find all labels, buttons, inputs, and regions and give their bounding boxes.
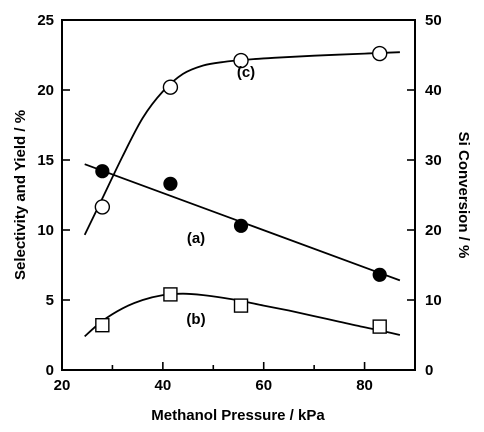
- axis-ticks: [61, 19, 416, 371]
- y-tick-label: 25: [37, 12, 54, 29]
- y2-tick-label: 10: [425, 292, 442, 309]
- x-tick-label: 60: [255, 377, 272, 394]
- point-series-0: [372, 267, 387, 282]
- y-tick-label: 5: [46, 292, 54, 309]
- point-series-2: [372, 45, 388, 62]
- x-tick-label: 20: [54, 377, 71, 394]
- point-series-1: [372, 319, 387, 334]
- y-tick-label: 20: [37, 82, 54, 99]
- point-series-0: [95, 164, 110, 179]
- point-series-2: [162, 79, 179, 95]
- y2-axis-title: Si Conversion / %: [455, 132, 472, 259]
- curve-label-a: (a): [187, 230, 205, 247]
- x-tick-label: 80: [356, 377, 373, 394]
- y2-tick-label: 30: [425, 152, 442, 169]
- data-points: [94, 45, 388, 334]
- curve-label-c: (c): [237, 64, 255, 81]
- y-axis-title: Selectivity and Yield / %: [12, 110, 29, 280]
- x-axis-title: Methanol Pressure / kPa: [151, 407, 325, 424]
- y2-tick-label: 20: [425, 222, 442, 239]
- fit-curve-series-2: [83, 51, 400, 236]
- point-series-1: [163, 287, 178, 302]
- point-series-0: [233, 218, 249, 233]
- point-series-1: [233, 298, 249, 313]
- axis-tick-labels: 20 40 60 80 0 5 10 15 20 25 0 10 20 30 40 50: [37, 12, 441, 394]
- y-tick-label: 0: [46, 362, 54, 379]
- plot-frame: [61, 19, 416, 371]
- point-series-0: [163, 176, 178, 191]
- y-tick-label: 10: [37, 222, 54, 239]
- curve-label-b: (b): [186, 311, 205, 328]
- fit-curve-series-1: [84, 292, 401, 338]
- fit-curves: [83, 51, 401, 338]
- point-series-1: [95, 318, 110, 333]
- point-series-2: [233, 52, 249, 69]
- y2-tick-label: 0: [425, 362, 433, 379]
- point-series-2: [94, 199, 111, 215]
- y-tick-label: 15: [37, 152, 54, 169]
- y2-tick-label: 40: [425, 82, 442, 99]
- y2-tick-label: 50: [425, 12, 442, 29]
- x-tick-label: 40: [155, 377, 172, 394]
